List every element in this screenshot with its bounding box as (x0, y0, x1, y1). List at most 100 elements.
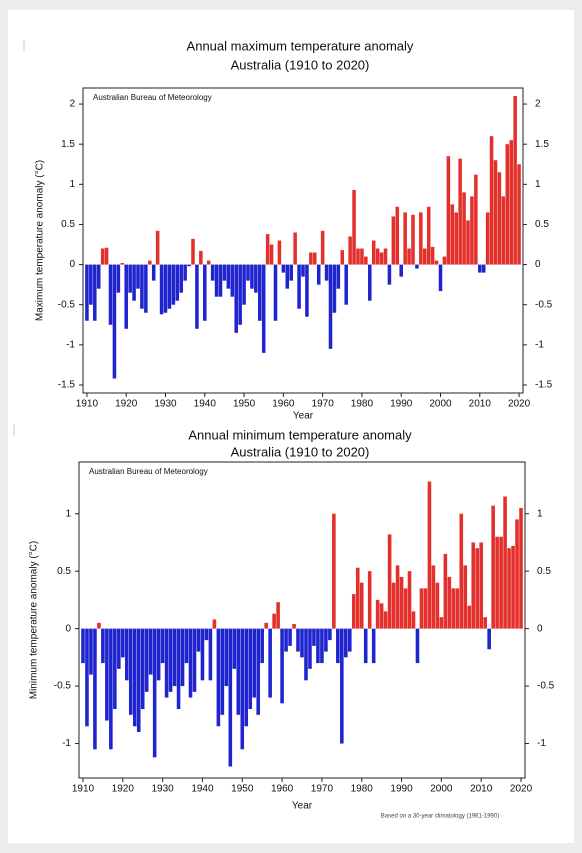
bar (269, 244, 274, 265)
y-tick-label: 0.5 (57, 566, 71, 577)
bar (493, 160, 498, 265)
bar (379, 252, 384, 265)
x-tick-label: 1910 (76, 399, 99, 410)
y2-tick-label: 0 (535, 259, 541, 270)
bar (304, 628, 308, 681)
x-tick-label: 2020 (510, 784, 533, 795)
bar (519, 507, 523, 629)
bar (489, 136, 494, 265)
bar (363, 628, 368, 664)
y2-tick-label: -1 (535, 339, 544, 350)
bar (426, 206, 431, 265)
bar (454, 212, 458, 265)
bar (379, 603, 384, 629)
bar (458, 158, 462, 265)
x-tick-label: 1960 (271, 784, 294, 795)
bar (351, 594, 356, 629)
y2-tick-label: -1.5 (535, 380, 553, 391)
bar (273, 264, 278, 321)
bar (471, 542, 476, 629)
y-tick-label: -0.5 (58, 299, 76, 310)
bar (478, 264, 482, 273)
bar (511, 545, 515, 629)
bar (93, 628, 97, 750)
bar (159, 264, 164, 315)
x-tick-label: 1970 (312, 399, 335, 410)
bar (503, 496, 507, 629)
bar (347, 628, 352, 652)
bar (407, 571, 412, 629)
bar (332, 513, 336, 629)
bar (246, 264, 250, 281)
bar (313, 252, 317, 265)
y2-tick-label: 0 (537, 623, 543, 634)
bar (411, 611, 416, 629)
bar (481, 264, 486, 273)
bar (387, 534, 392, 629)
bar (254, 264, 258, 293)
bar (224, 628, 229, 687)
bar (312, 628, 316, 646)
bar (438, 264, 443, 292)
bar (199, 250, 203, 265)
bar (360, 248, 364, 265)
bar (124, 264, 128, 329)
bar (387, 264, 392, 285)
bar (144, 628, 149, 692)
bar (240, 628, 245, 750)
bar (293, 232, 297, 265)
bar (101, 628, 105, 664)
bar (483, 617, 487, 629)
y2-tick-label: 1 (537, 508, 543, 519)
bar (281, 264, 286, 273)
bar (491, 505, 495, 629)
x-tick-label: 1940 (194, 399, 217, 410)
bar (140, 264, 144, 309)
bar (242, 264, 246, 305)
footnote: Based on a 30-year climatology (1961-199… (381, 814, 499, 820)
y-tick-label: 1 (65, 508, 71, 519)
bar (256, 628, 260, 715)
bar (439, 617, 444, 629)
bar (466, 220, 470, 265)
bar (296, 628, 300, 652)
x-tick-label: 2010 (470, 784, 493, 795)
plot-frame (82, 87, 524, 394)
bar (308, 628, 312, 669)
y2-tick-label: 2 (535, 99, 541, 110)
bar (399, 264, 403, 277)
bar (423, 248, 427, 265)
bar (218, 264, 223, 297)
bar (297, 264, 301, 309)
bar (344, 628, 348, 658)
bar (276, 602, 280, 629)
bar (399, 576, 404, 629)
chart-title: Annual minimum temperature anomaly (188, 427, 412, 442)
bar (467, 605, 472, 629)
bar (340, 250, 345, 265)
y-tick-label: 0 (69, 259, 75, 270)
bar (435, 582, 440, 629)
bar (419, 212, 423, 265)
bar (280, 628, 284, 704)
bar (222, 264, 227, 281)
x-tick-label: 1930 (152, 784, 175, 795)
bar (447, 576, 452, 629)
bar (265, 234, 270, 265)
bar (261, 264, 266, 353)
bar (395, 206, 400, 265)
bar (442, 256, 447, 265)
bar (403, 212, 407, 265)
bar (359, 582, 364, 629)
bar (155, 230, 160, 265)
annotation: Australian Bureau of Meteorology (89, 467, 208, 476)
bar (289, 264, 293, 281)
y2-tick-label: 0.5 (535, 219, 549, 230)
bar (479, 542, 483, 629)
bar (463, 565, 468, 629)
bar (485, 212, 490, 265)
bar (355, 567, 360, 629)
y2-tick-label: -0.5 (535, 299, 553, 310)
bar (109, 628, 113, 750)
